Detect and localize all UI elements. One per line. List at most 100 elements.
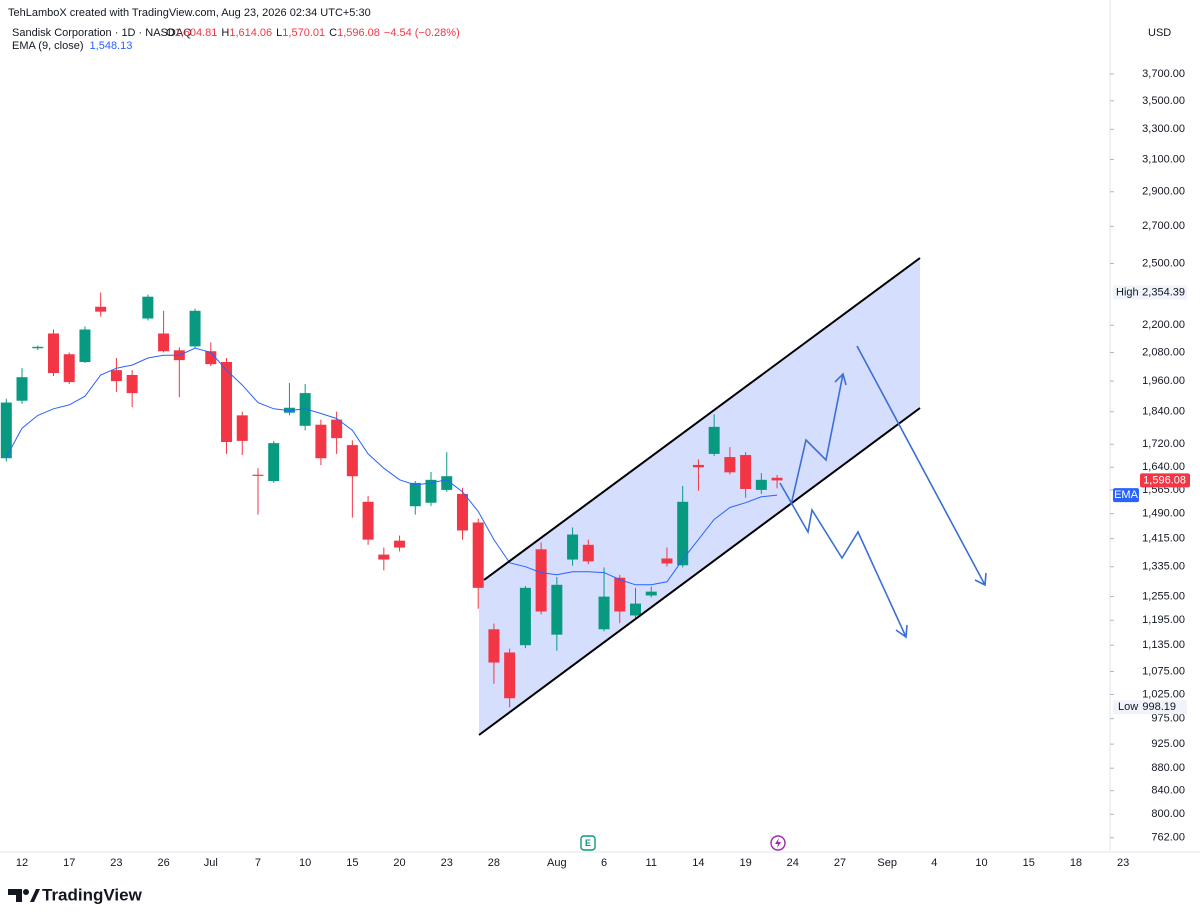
x-tick-label: 10 <box>299 857 311 869</box>
arrow-long <box>856 345 987 587</box>
x-tick-label: Aug <box>547 857 567 869</box>
projection-arrows <box>779 345 987 639</box>
y-tick-label: 840.00 <box>1151 785 1185 797</box>
candle-body <box>708 426 720 454</box>
low-marker-name: Low <box>1118 701 1138 713</box>
candle-body <box>126 374 138 394</box>
y-tick-label: 1,255.00 <box>1142 591 1185 603</box>
candle-body <box>630 603 641 616</box>
candle-body <box>409 482 421 507</box>
ohlc-key: O <box>166 27 175 39</box>
ohlc-key: H <box>221 27 229 39</box>
currency: USD <box>1148 27 1171 39</box>
x-tick-label: 15 <box>346 857 358 869</box>
y-tick-label: 1,195.00 <box>1142 614 1185 626</box>
x-tick-label: 26 <box>157 857 169 869</box>
tradingview-logo: TradingView <box>8 885 143 904</box>
x-tick-label: 24 <box>787 857 799 869</box>
y-tick-label: 2,080.00 <box>1142 346 1185 358</box>
candle-body <box>614 577 626 612</box>
last-price-tag <box>1140 473 1190 488</box>
candle-body <box>692 464 704 468</box>
x-tick-label: 7 <box>255 857 261 869</box>
candle-body <box>519 587 531 646</box>
candle-body <box>567 534 579 560</box>
channel-lower <box>478 407 921 736</box>
x-tick-label: 23 <box>110 857 122 869</box>
y-tick-label: 1,075.00 <box>1142 665 1185 677</box>
y-tick-label: 1,960.00 <box>1142 375 1185 387</box>
x-tick-label: 23 <box>1117 857 1129 869</box>
y-tick-label: 2,900.00 <box>1142 186 1185 198</box>
candle-body <box>441 476 453 490</box>
candle-body <box>677 501 689 566</box>
x-tick-label: 28 <box>488 857 500 869</box>
candle-body <box>47 333 59 374</box>
y-tick-label: 800.00 <box>1151 808 1185 820</box>
candle-body <box>740 455 752 489</box>
x-tick-label: 10 <box>975 857 987 869</box>
y-tick-label: 2,700.00 <box>1142 220 1185 232</box>
x-tick-label: 12 <box>16 857 28 869</box>
change: −4.54 (−0.28%) <box>384 27 460 39</box>
candle-body <box>456 493 468 531</box>
candle-body <box>63 354 75 383</box>
y-tick-label: 1,490.00 <box>1142 508 1185 520</box>
candle-body <box>582 544 594 562</box>
candle-body <box>394 540 406 548</box>
candle-body <box>425 479 437 503</box>
candle-body <box>32 346 44 349</box>
x-tick-label: Jul <box>204 857 218 869</box>
y-tick-label: 1,720.00 <box>1142 438 1185 450</box>
x-tick-label: 23 <box>441 857 453 869</box>
x-tick-label: 18 <box>1070 857 1082 869</box>
low-marker-bg <box>1113 700 1187 715</box>
x-tick-label: 17 <box>63 857 75 869</box>
y-tick-label: 762.00 <box>1151 832 1185 844</box>
y-tick-label: 1,025.00 <box>1142 688 1185 700</box>
candle-body <box>472 522 484 588</box>
y-tick-label: 2,200.00 <box>1142 319 1185 331</box>
y-tick-label: 3,300.00 <box>1142 123 1185 135</box>
arrow-down <box>779 482 908 639</box>
dividend-icon[interactable] <box>770 835 786 851</box>
candle-body <box>205 351 217 365</box>
ohlc-value: 1,596.08 <box>337 27 380 39</box>
candle-body <box>299 393 311 426</box>
candle-body <box>362 501 374 540</box>
ema-legend-name: EMA (9, close) <box>12 40 84 52</box>
arrow-up <box>790 372 847 506</box>
y-tick-label: 1,840.00 <box>1142 406 1185 418</box>
y-tick-label: 1,335.00 <box>1142 561 1185 573</box>
candle-body <box>346 445 358 477</box>
y-tick-label: 1,640.00 <box>1142 461 1185 473</box>
high-marker-name: High <box>1116 286 1139 298</box>
candle-body <box>0 402 12 459</box>
x-tick-label: 14 <box>692 857 704 869</box>
candle-body <box>236 415 248 441</box>
candle-body <box>331 419 343 439</box>
ohlc-legend: O1,604.81 H1,614.06 L1,570.01 C1,596.08 −4.5… <box>166 27 460 39</box>
high-marker-bg <box>1113 285 1187 300</box>
y-tick-label: 975.00 <box>1151 713 1185 725</box>
x-tick-label: 11 <box>646 857 657 869</box>
y-tick-label: 1,135.00 <box>1142 639 1185 651</box>
x-tick-label: 27 <box>834 857 846 869</box>
candle-body <box>79 329 91 363</box>
earnings-icon[interactable]: E <box>580 835 596 851</box>
candle-body <box>724 457 736 473</box>
candle-body <box>252 474 264 476</box>
x-tick-label: 4 <box>931 857 937 869</box>
x-tick-label: 19 <box>739 857 751 869</box>
candle-body <box>771 477 783 481</box>
high-marker-label: 2,354.39 <box>1142 286 1185 298</box>
ema-legend-value: 1,548.13 <box>90 40 133 52</box>
candle-body <box>535 549 547 612</box>
chart-title: Sandisk Corporation · 1D · NASDAQ <box>12 27 192 39</box>
ohlc-value: 1,614.06 <box>229 27 272 39</box>
y-tick-label: 3,700.00 <box>1142 68 1185 80</box>
candle-body <box>158 333 170 352</box>
ema-line <box>5 347 778 586</box>
x-tick-label: 20 <box>393 857 405 869</box>
